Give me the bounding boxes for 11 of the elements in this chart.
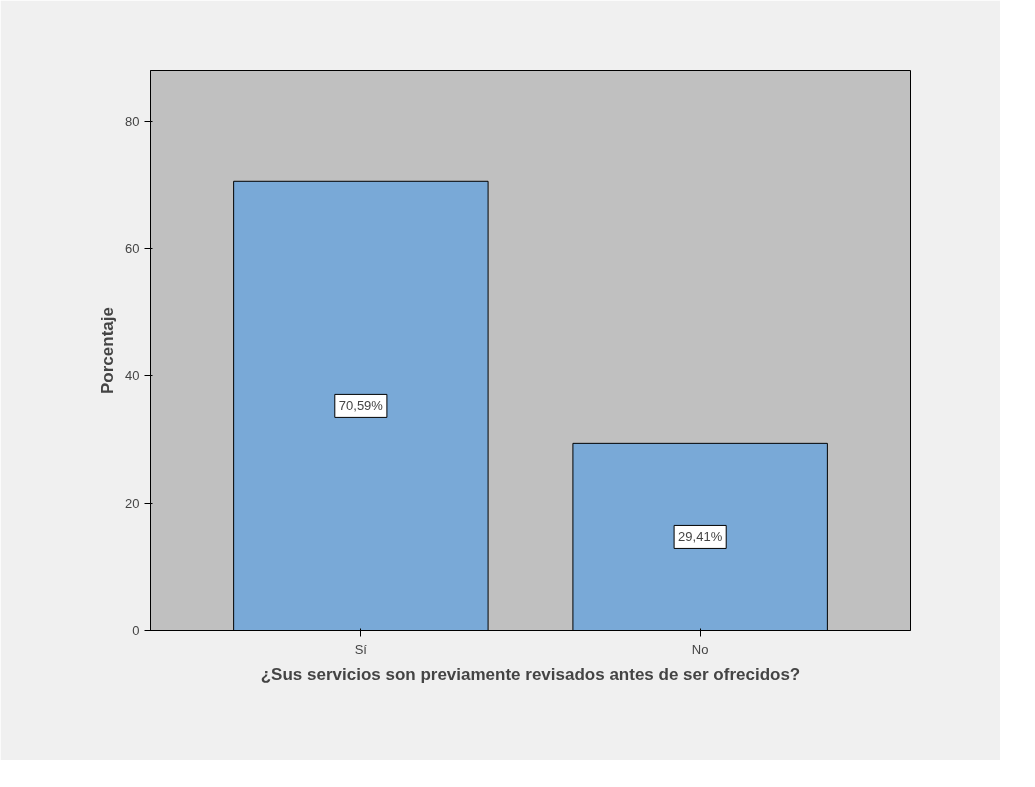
y-tick-label: 0 (132, 623, 140, 638)
x-tick-label: Sí (354, 641, 368, 657)
y-tick-label: 40 (125, 368, 140, 384)
y-tick-label: 80 (125, 113, 140, 129)
y-tick-label: 20 (125, 495, 140, 511)
data-label: 70,59% (338, 398, 384, 414)
y-tick-label: 60 (125, 241, 140, 257)
x-tick-label: No (691, 641, 709, 657)
x-axis-title: ¿Sus servicios son previamente revisados antes de ser ofrecidos? (260, 664, 801, 684)
data-label: 29,41% (678, 529, 723, 545)
y-axis-title: Porcentaje (98, 307, 118, 394)
